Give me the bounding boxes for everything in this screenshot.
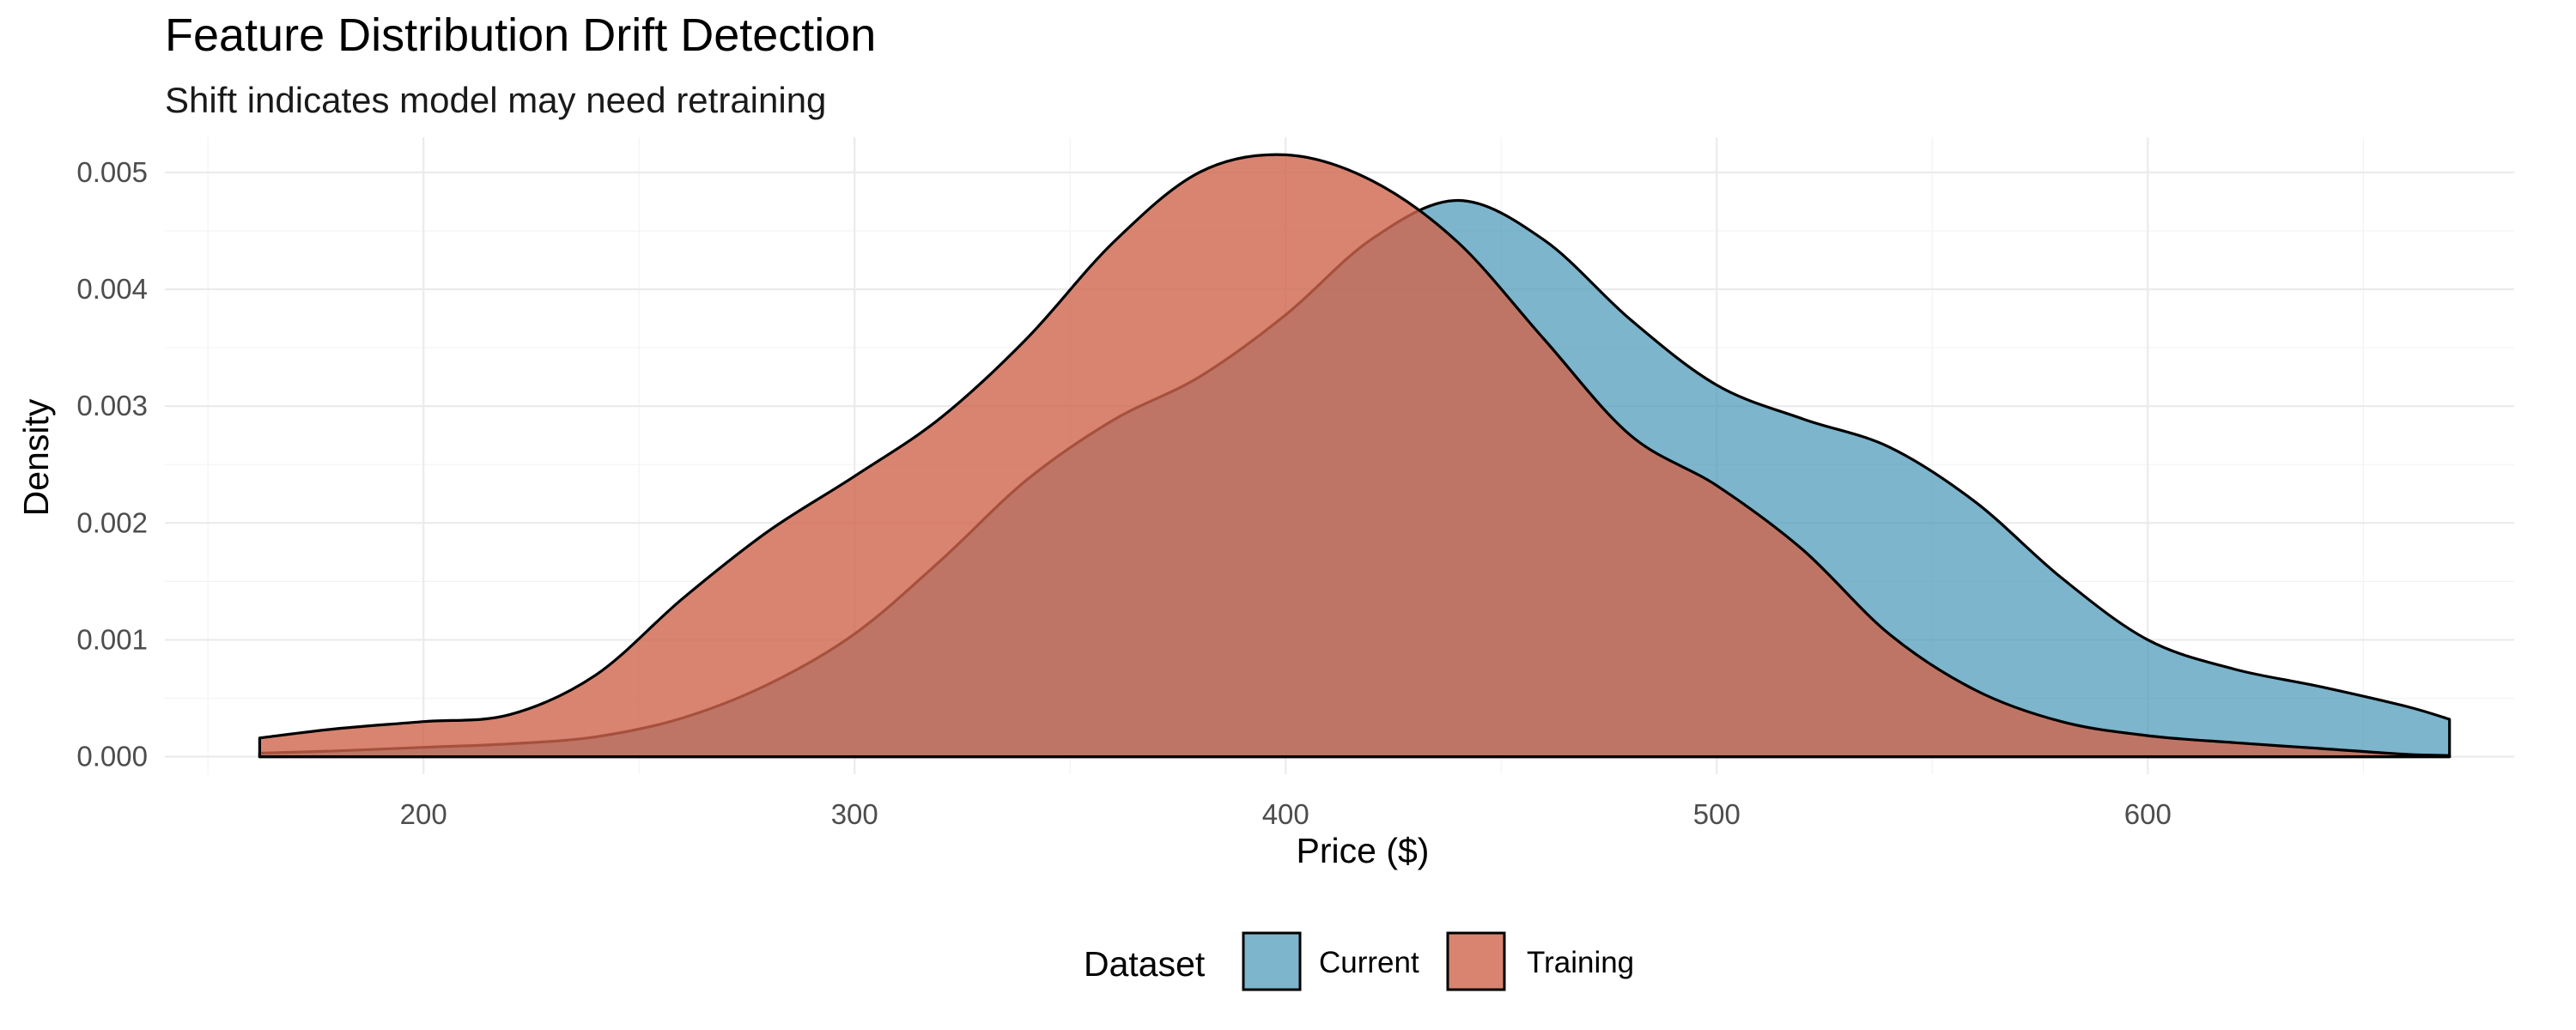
- y-axis-ticks: 0.000 0.001 0.002 0.003 0.004 0.005: [76, 156, 148, 772]
- x-tick-label: 300: [831, 798, 878, 830]
- x-tick-label: 600: [2124, 798, 2172, 830]
- y-axis-title: Density: [16, 398, 56, 516]
- x-axis-title: Price ($): [1297, 831, 1430, 870]
- x-tick-label: 400: [1262, 798, 1309, 830]
- y-tick-label: 0.004: [76, 273, 148, 305]
- legend-key-current: [1242, 931, 1302, 991]
- chart-title: Feature Distribution Drift Detection: [165, 9, 876, 61]
- legend-label-training: Training: [1527, 946, 1634, 979]
- y-tick-label: 0.003: [76, 390, 148, 421]
- y-tick-label: 0.005: [76, 156, 148, 188]
- x-axis-ticks: 200 300 400 500 600: [400, 798, 2172, 830]
- y-tick-label: 0.002: [76, 506, 148, 538]
- legend-key-training: [1446, 931, 1506, 991]
- y-tick-label: 0.001: [76, 623, 148, 655]
- x-tick-label: 500: [1693, 798, 1741, 830]
- x-tick-label: 200: [400, 798, 447, 830]
- legend: Dataset Current Training: [1084, 931, 1634, 991]
- legend-title: Dataset: [1084, 944, 1206, 984]
- legend-label-current: Current: [1319, 946, 1419, 979]
- chart-subtitle: Shift indicates model may need retrainin…: [165, 80, 826, 120]
- density-areas: [258, 153, 2451, 759]
- y-tick-label: 0.000: [76, 741, 148, 772]
- density-area-training: [258, 153, 2451, 759]
